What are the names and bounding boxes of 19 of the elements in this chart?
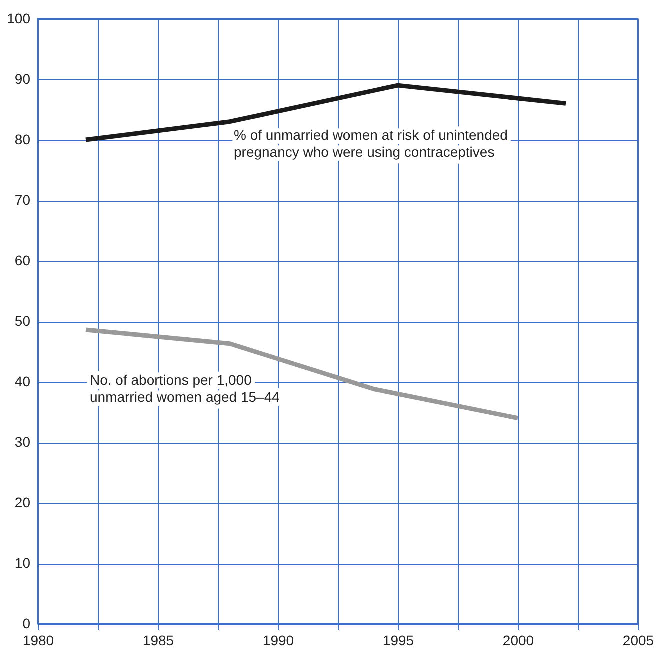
y-tick-label: 70 xyxy=(14,192,31,208)
y-tick-label: 50 xyxy=(14,313,31,329)
y-tick-label: 80 xyxy=(14,132,31,148)
y-tick-label: 10 xyxy=(14,555,31,571)
y-tick-label: 30 xyxy=(14,434,31,450)
y-tick-label: 100 xyxy=(7,10,31,26)
line-series xyxy=(84,83,568,142)
y-tick-label: 0 xyxy=(22,616,31,632)
x-tick-label: 1990 xyxy=(262,632,294,648)
x-tick-label: 2000 xyxy=(502,632,534,648)
y-tick-label: 60 xyxy=(14,252,31,268)
x-tick-label: 1985 xyxy=(142,632,174,648)
x-tick-label: 1995 xyxy=(382,632,414,648)
x-tick-label: 2005 xyxy=(622,632,654,648)
y-tick-label: 40 xyxy=(14,374,31,390)
line-series xyxy=(84,328,520,421)
y-tick-label: 20 xyxy=(14,494,31,510)
y-tick-label: 90 xyxy=(14,71,31,87)
x-tick-label: 1980 xyxy=(22,632,54,648)
